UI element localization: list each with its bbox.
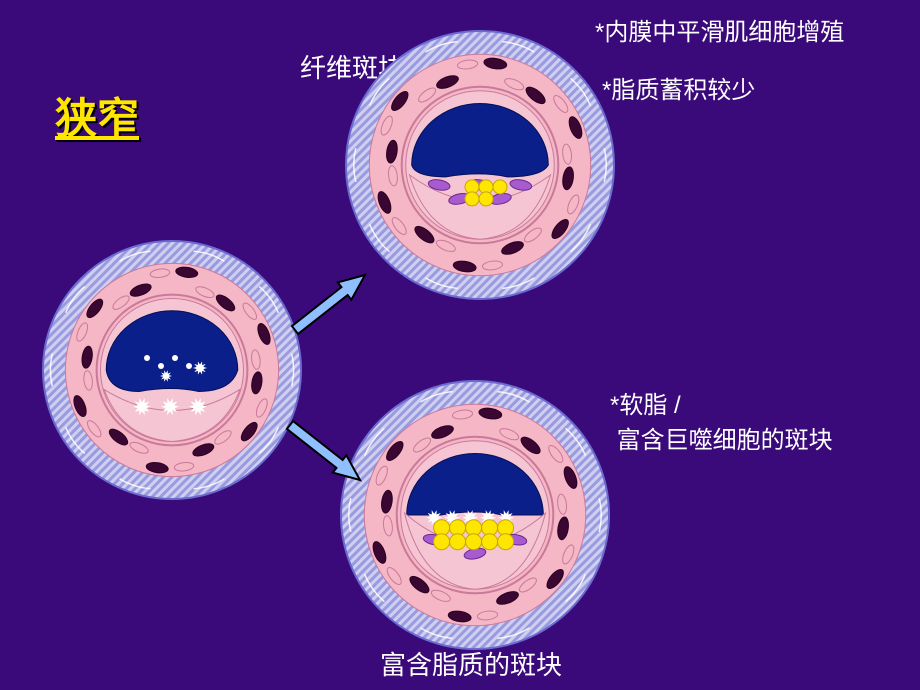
slide-title: 狭窄 [55,85,139,146]
note-soft-lipid: *软脂 / 富含巨噬细胞的斑块 [610,385,833,455]
arrow-to-lipid-rich [265,400,385,505]
vessel-initial [42,240,302,500]
note-less-lipid: *脂质蓄积较少 [602,70,755,105]
arrow-to-fibrous [270,250,390,355]
note-smc-proliferation: *内膜中平滑肌细胞增殖 [595,12,844,47]
lipid-rich-plaque-label: 富含脂质的斑块 [380,645,562,682]
